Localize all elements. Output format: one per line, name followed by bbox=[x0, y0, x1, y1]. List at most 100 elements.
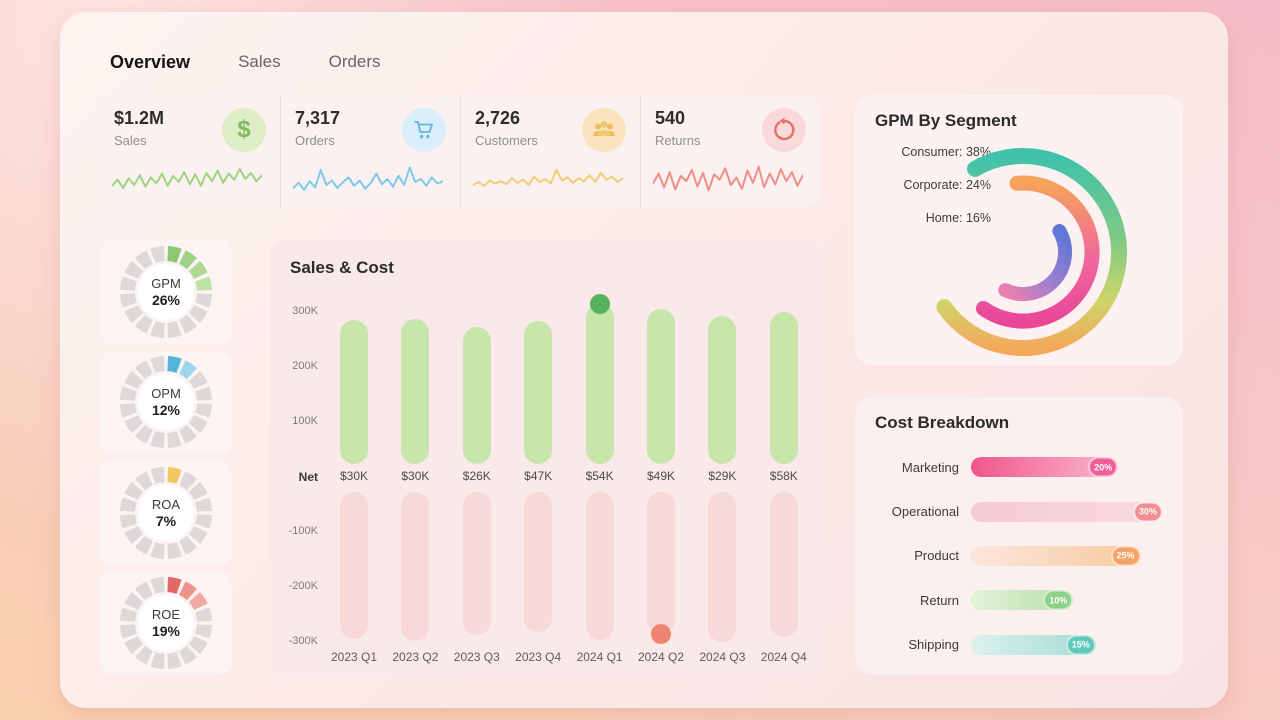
x-axis-label: 2023 Q2 bbox=[392, 650, 439, 664]
roa-donut bbox=[120, 466, 212, 559]
sales-bar[interactable] bbox=[401, 318, 430, 464]
gauge-opm[interactable]: OPM 12% bbox=[100, 350, 232, 454]
kpi-card-customers[interactable]: 2,726 Customers bbox=[460, 95, 640, 208]
cost-bar-fill[interactable]: 30% bbox=[971, 501, 1163, 522]
cart-icon bbox=[402, 108, 446, 152]
cost-badge: 20% bbox=[1090, 458, 1117, 476]
cost-bar[interactable] bbox=[769, 492, 798, 637]
y-axis-tick: Net bbox=[298, 470, 318, 484]
gauge-segment bbox=[179, 360, 198, 380]
gauge-roa[interactable]: ROA 7% bbox=[100, 461, 232, 565]
gauge-segment bbox=[124, 304, 144, 323]
gauge-segment bbox=[179, 314, 198, 334]
net-value-label: $58K bbox=[769, 469, 798, 483]
gauge-gpm[interactable]: GPM 26% bbox=[100, 240, 232, 344]
gauge-segment bbox=[124, 592, 144, 611]
gauge-segment bbox=[167, 577, 182, 595]
cost-bar-fill[interactable]: 20% bbox=[971, 457, 1119, 478]
dollar-glyph: $ bbox=[237, 116, 251, 143]
cost-bar-fill[interactable]: 25% bbox=[971, 545, 1141, 566]
sales-bar[interactable] bbox=[769, 312, 798, 464]
gauge-segment bbox=[124, 636, 144, 655]
cost-bar-fill[interactable]: 15% bbox=[971, 634, 1096, 655]
returns-sparkline bbox=[653, 165, 803, 192]
sales-bar[interactable] bbox=[340, 320, 368, 465]
tab-bar: Overview Sales Orders bbox=[110, 52, 381, 73]
y-axis-tick: 300K bbox=[292, 305, 318, 317]
gauge-segment bbox=[188, 371, 208, 390]
cost-badge: 30% bbox=[1134, 503, 1161, 521]
cost-bar[interactable] bbox=[462, 492, 491, 636]
gauge-segment bbox=[124, 481, 144, 500]
kpi-row: $1.2M Sales $ 7,317 Orders bbox=[100, 95, 820, 208]
sales-bar[interactable] bbox=[708, 316, 737, 464]
gauge-segment bbox=[150, 356, 165, 374]
kpi-value: 540 bbox=[655, 108, 686, 128]
gauge-segment bbox=[195, 497, 212, 512]
sales-peak-marker[interactable] bbox=[589, 293, 610, 314]
gauge-segment bbox=[167, 431, 182, 449]
gauge-segment bbox=[134, 425, 153, 444]
cost-breakdown-rows: Marketing 20% Operational 30% Product 25% Retu… bbox=[871, 445, 1163, 667]
gauge-segment bbox=[120, 293, 137, 308]
cost-bar[interactable] bbox=[401, 492, 430, 641]
x-axis-label: 2023 Q1 bbox=[330, 650, 378, 664]
kpi-card-orders[interactable]: 7,317 Orders bbox=[280, 95, 460, 208]
y-axis-tick: 100K bbox=[292, 415, 318, 427]
cost-bar-track: 20% bbox=[971, 457, 1163, 478]
tab-orders[interactable]: Orders bbox=[328, 52, 381, 71]
cost-peak-marker[interactable] bbox=[651, 623, 671, 644]
kpi-card-returns[interactable]: 540 Returns bbox=[640, 95, 820, 208]
gauge-segment bbox=[167, 245, 182, 263]
gauge-segment bbox=[188, 304, 208, 323]
orders-sparkline bbox=[293, 166, 443, 191]
cost-bar[interactable] bbox=[708, 492, 737, 642]
sales-bar[interactable] bbox=[585, 303, 614, 465]
gpm-by-segment-card: GPM By Segment Consumer: 38% Corporate: … bbox=[855, 95, 1183, 365]
sales-bar[interactable] bbox=[647, 309, 675, 465]
cost-row-product[interactable]: Product 25% bbox=[871, 545, 1163, 566]
consumer-arc[interactable] bbox=[936, 148, 1128, 356]
net-value-label: $54K bbox=[585, 469, 614, 483]
gauge-segment bbox=[179, 250, 198, 269]
gauge-roe[interactable]: ROE 19% bbox=[100, 571, 232, 675]
corporate-arc[interactable] bbox=[975, 175, 1100, 329]
gauge-segment bbox=[167, 652, 182, 670]
cost-bar[interactable] bbox=[585, 492, 614, 640]
tab-sales[interactable]: Sales bbox=[238, 52, 281, 71]
y-axis-tick: -300K bbox=[288, 635, 318, 647]
cost-bar-fill[interactable]: 10% bbox=[971, 590, 1074, 611]
gauge-column: GPM 26% OPM 12% ROA bbox=[100, 240, 232, 675]
gauge-segment bbox=[124, 525, 144, 544]
gauge-segment bbox=[179, 581, 198, 601]
cost-badge: 25% bbox=[1112, 547, 1139, 565]
x-axis-label: 2024 Q1 bbox=[576, 650, 623, 664]
net-value-label: $49K bbox=[646, 469, 676, 483]
gauge-segment bbox=[179, 535, 198, 555]
gauge-segment bbox=[167, 320, 182, 338]
net-value-label: $47K bbox=[524, 469, 553, 483]
cost-bar[interactable] bbox=[524, 492, 553, 633]
gauge-segment bbox=[134, 250, 153, 269]
cost-bar[interactable] bbox=[647, 492, 675, 634]
gauge-segment bbox=[195, 276, 212, 291]
gauge-segment bbox=[150, 431, 165, 449]
kpi-label: Returns bbox=[655, 133, 701, 148]
kpi-card-sales[interactable]: $1.2M Sales $ bbox=[100, 95, 280, 208]
tab-overview[interactable]: Overview bbox=[110, 52, 191, 72]
cost-row-shipping[interactable]: Shipping 15% bbox=[871, 634, 1163, 655]
net-value-label: $29K bbox=[708, 469, 737, 483]
cost-row-operational[interactable]: Operational 30% bbox=[871, 501, 1163, 522]
sales-bar[interactable] bbox=[524, 320, 553, 464]
cost-row-return[interactable]: Return 10% bbox=[871, 590, 1163, 611]
kpi-label: Sales bbox=[114, 133, 147, 148]
consumer-label: Consumer: 38% bbox=[901, 145, 991, 159]
gauge-segment bbox=[124, 415, 144, 434]
sales-cost-title: Sales & Cost bbox=[290, 258, 394, 277]
gauge-segment bbox=[124, 371, 144, 390]
sales-bar[interactable] bbox=[462, 327, 491, 464]
gauge-segment bbox=[195, 607, 212, 622]
home-arc[interactable] bbox=[998, 224, 1073, 301]
cost-bar[interactable] bbox=[340, 492, 368, 640]
cost-row-marketing[interactable]: Marketing 20% bbox=[871, 457, 1163, 478]
